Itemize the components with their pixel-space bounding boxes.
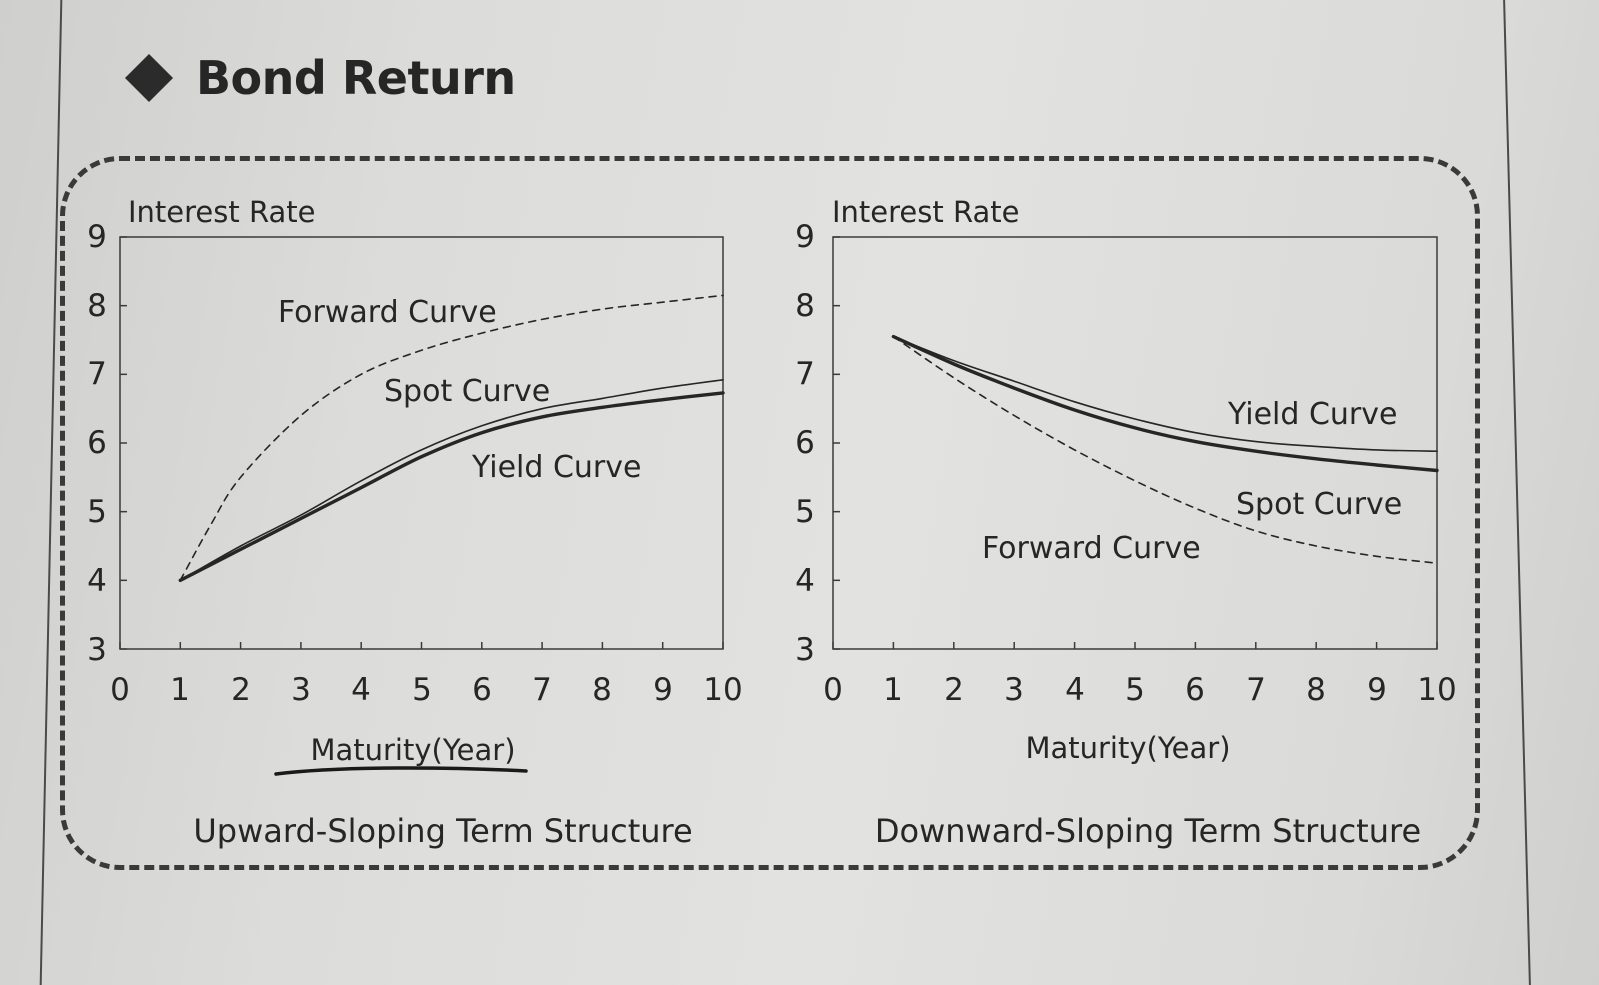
series-line-forward-curve — [892, 335, 1438, 564]
page-title: Bond Return — [196, 51, 516, 105]
y-tick-label: 9 — [795, 219, 815, 255]
y-tick-label: 6 — [795, 425, 815, 461]
chart-downward: Interest Rate 3 4 5 6 7 8 9 0 1 2 3 4 5 … — [795, 195, 1457, 850]
y-tick-label: 8 — [87, 288, 107, 324]
y-axis-title: Interest Rate — [128, 195, 315, 229]
x-axis-title: Maturity(Year) — [310, 733, 515, 767]
series-label-yield-curve: Yield Curve — [471, 450, 641, 485]
axis-ticks — [119, 236, 724, 650]
series-line-spot-curve — [891, 334, 1439, 473]
y-tick-label: 7 — [87, 356, 107, 392]
x-tick-label: 6 — [472, 672, 492, 708]
y-tick-label: 5 — [87, 494, 107, 530]
x-tick-label: 6 — [1185, 672, 1205, 708]
y-tick-labels: 3 4 5 6 7 8 9 — [87, 219, 107, 668]
x-tick-label: 1 — [883, 672, 903, 708]
x-tick-label: 3 — [291, 672, 311, 708]
series-line-yield-curve — [892, 335, 1438, 452]
y-tick-labels: 3 4 5 6 7 8 9 — [795, 219, 815, 668]
chart-caption: Upward-Sloping Term Structure — [193, 812, 692, 850]
x-tick-label: 5 — [412, 672, 432, 708]
x-tick-label: 7 — [532, 672, 552, 708]
series-line-forward-curve — [179, 294, 724, 582]
x-tick-label: 8 — [1306, 672, 1326, 708]
x-tick-label: 8 — [592, 672, 612, 708]
y-tick-label: 8 — [795, 288, 815, 324]
series-label-forward-curve: Forward Curve — [278, 295, 497, 330]
series-label-spot-curve: Spot Curve — [384, 374, 550, 409]
x-tick-label: 9 — [653, 672, 673, 708]
series-label-spot-curve: Spot Curve — [1236, 487, 1402, 522]
y-tick-label: 3 — [87, 632, 107, 668]
y-axis-title: Interest Rate — [832, 195, 1019, 229]
handwritten-underline — [274, 766, 528, 776]
x-tick-label: 7 — [1246, 672, 1266, 708]
x-tick-label: 5 — [1125, 672, 1145, 708]
x-tick-label: 0 — [823, 672, 843, 708]
y-tick-label: 7 — [795, 356, 815, 392]
x-tick-label: 0 — [110, 672, 130, 708]
y-tick-label: 4 — [87, 563, 107, 599]
x-tick-label: 1 — [170, 672, 190, 708]
x-tick-label: 10 — [1417, 672, 1456, 708]
x-tick-label: 2 — [231, 672, 251, 708]
series-label-yield-curve: Yield Curve — [1227, 397, 1397, 432]
x-tick-label: 9 — [1367, 672, 1387, 708]
series-line-spot-curve — [179, 379, 724, 582]
plot-frame — [832, 236, 1438, 650]
series-line-yield-curve — [178, 391, 725, 582]
chart-panel — [60, 156, 1480, 870]
x-tick-label: 4 — [351, 672, 371, 708]
x-tick-label: 3 — [1004, 672, 1024, 708]
series-label-forward-curve: Forward Curve — [982, 531, 1201, 566]
x-axis-title: Maturity(Year) — [1025, 731, 1230, 765]
x-tick-label: 2 — [944, 672, 964, 708]
x-tick-labels: 0 1 2 3 4 5 6 7 8 9 10 — [823, 672, 1457, 708]
y-tick-label: 4 — [795, 563, 815, 599]
chart-caption: Downward-Sloping Term Structure — [875, 812, 1421, 850]
y-tick-label: 5 — [795, 494, 815, 530]
section-header: Bond Return — [124, 48, 516, 108]
x-tick-labels: 0 1 2 3 4 5 6 7 8 9 10 — [110, 672, 743, 708]
y-tick-label: 6 — [87, 425, 107, 461]
y-tick-label: 9 — [87, 219, 107, 255]
x-tick-label: 10 — [703, 672, 742, 708]
y-tick-label: 3 — [795, 632, 815, 668]
x-tick-label: 4 — [1065, 672, 1085, 708]
axis-ticks — [832, 236, 1438, 650]
chart-upward: Interest Rate 3 4 5 6 7 8 9 0 1 2 3 4 5 … — [87, 195, 743, 850]
